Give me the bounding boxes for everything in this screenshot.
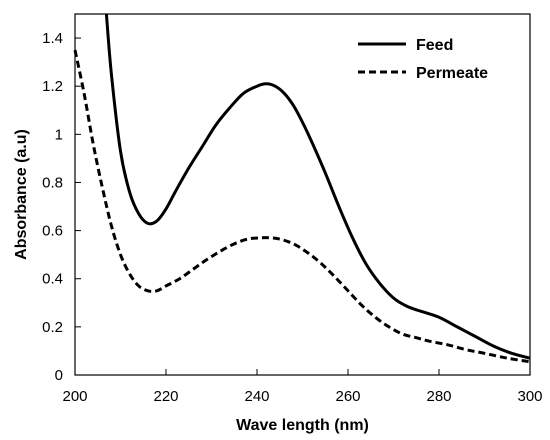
y-axis-title: Absorbance (a.u) — [13, 129, 30, 260]
x-tick-label: 220 — [153, 388, 178, 405]
legend: Feed Permeate — [358, 37, 488, 82]
y-tick-label: 1 — [55, 126, 63, 143]
y-tick-label: 1.2 — [42, 78, 63, 95]
x-axis-ticks: 200 220 240 260 280 300 — [62, 369, 543, 405]
y-tick-label: 0.6 — [42, 223, 63, 240]
x-axis-title: Wave length (nm) — [236, 417, 369, 434]
series-line-feed — [104, 13, 531, 360]
series-line-permeate — [73, 49, 531, 364]
y-axis-ticks: 0 0.2 0.4 0.6 0.8 1 1.2 1.4 — [42, 30, 81, 384]
y-tick-label: 0.8 — [42, 174, 63, 191]
legend-label-permeate: Permeate — [416, 65, 488, 82]
x-tick-label: 300 — [517, 388, 542, 405]
x-tick-label: 260 — [335, 388, 360, 405]
y-tick-label: 0 — [55, 367, 63, 384]
x-tick-label: 240 — [244, 388, 269, 405]
x-tick-label: 200 — [62, 388, 87, 405]
x-tick-label: 280 — [426, 388, 451, 405]
y-tick-label: 0.4 — [42, 271, 63, 288]
series-layer — [73, 13, 531, 364]
plot-frame — [74, 13, 531, 376]
y-tick-label: 1.4 — [42, 30, 63, 47]
y-tick-label: 0.2 — [42, 319, 63, 336]
legend-label-feed: Feed — [416, 37, 453, 54]
